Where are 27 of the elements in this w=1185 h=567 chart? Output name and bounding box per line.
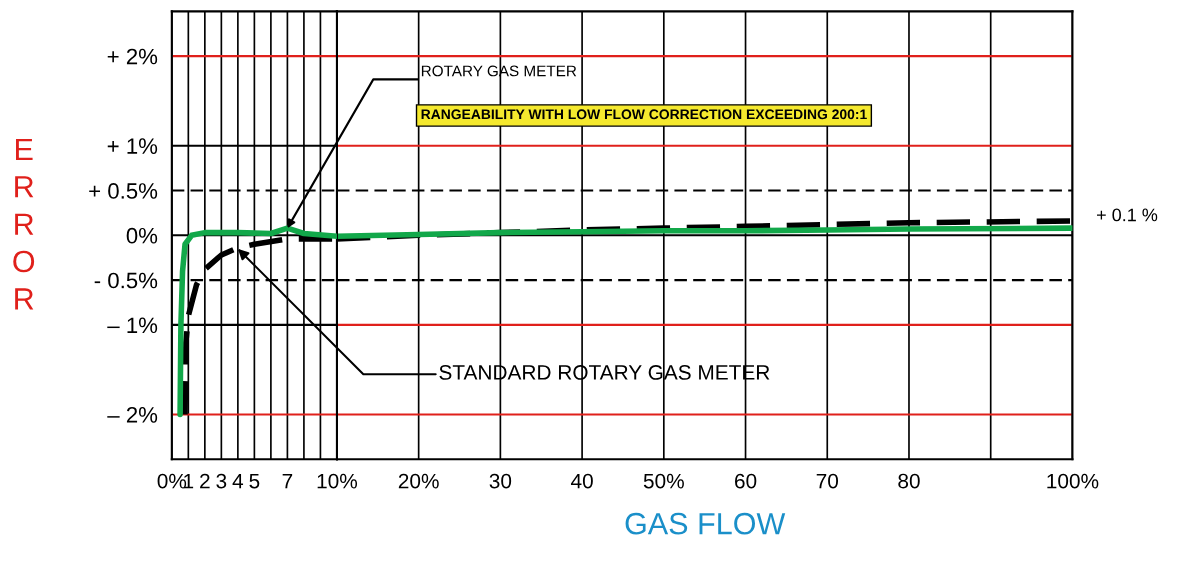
y-axis-title: ERROR <box>13 139 35 310</box>
x-tick-label: 10% <box>317 473 358 489</box>
y-tick-label: - 0.5% <box>94 272 158 289</box>
x-tick-label: 70 <box>816 473 839 489</box>
x-tick-label: 40 <box>570 473 593 489</box>
x-axis-title: GAS FLOW <box>625 512 786 535</box>
x-tick-label: 0% <box>157 473 187 489</box>
x-tick-label: 50% <box>643 473 684 489</box>
x-tick-label: 60 <box>735 473 757 489</box>
x-tick-label: 3 <box>216 473 227 489</box>
y-tick-label: + 1% <box>107 138 158 154</box>
x-tick-label: 20% <box>398 473 439 489</box>
y-tick-label: + 0.5% <box>89 183 158 199</box>
x-tick-label: 5 <box>249 473 260 489</box>
annotation: RANGEABILITY WITH LOW FLOW CORRECTION EXCEEDING 200:1 <box>421 109 867 120</box>
x-tick-label: 2 <box>200 473 210 489</box>
x-tick-label: 7 <box>282 473 293 489</box>
x-tick-label: 4 <box>232 473 244 489</box>
x-tick-label: 30 <box>489 473 512 489</box>
y-tick-label: – 2% <box>107 407 158 423</box>
y-tick-label: + 2% <box>107 48 158 65</box>
x-tick-label: 1 <box>184 473 194 489</box>
x-tick-label: 100% <box>1047 473 1099 489</box>
y-tick-label: 0% <box>126 227 158 244</box>
text: + 0.1 % <box>1097 208 1158 222</box>
x-tick-label: 80 <box>898 473 920 489</box>
y-tick-label: – 1% <box>107 317 158 334</box>
